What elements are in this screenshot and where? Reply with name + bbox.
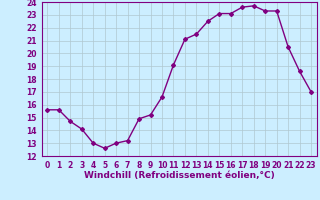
X-axis label: Windchill (Refroidissement éolien,°C): Windchill (Refroidissement éolien,°C) [84,171,275,180]
